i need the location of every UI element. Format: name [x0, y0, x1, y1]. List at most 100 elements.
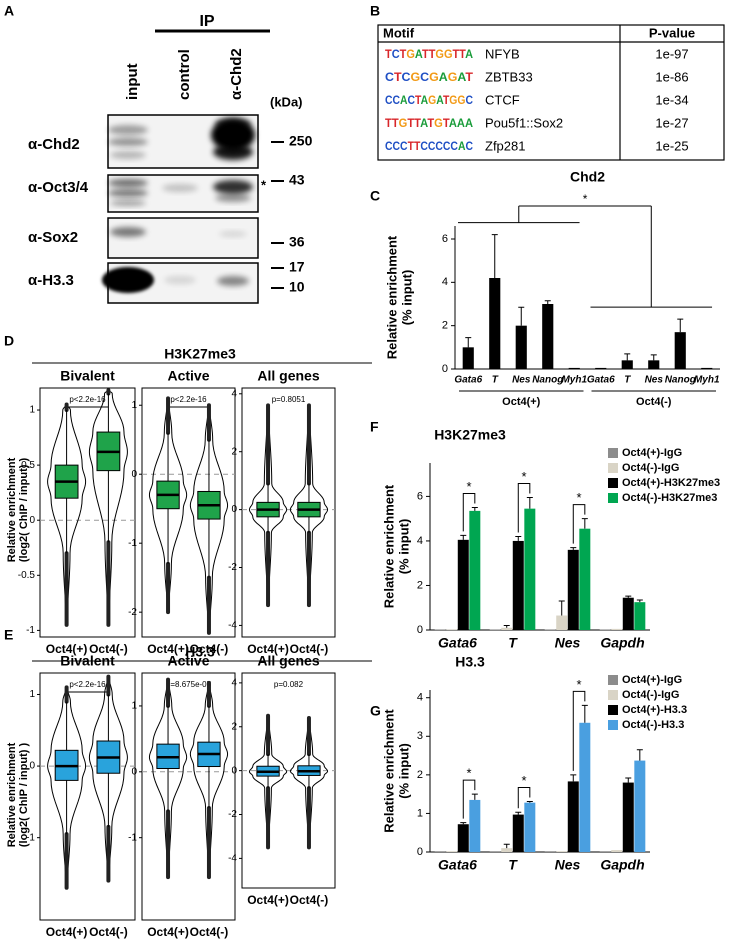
error-bar	[625, 777, 632, 783]
panel-letter: B	[370, 3, 380, 19]
x-tick-label: Nanog	[532, 375, 563, 386]
legend-label: Oct4(+)-H3.3	[622, 704, 687, 716]
sig-label: *	[577, 490, 582, 505]
marker-label: 43	[289, 172, 305, 188]
bar	[501, 848, 513, 852]
y-tick-label: 4	[417, 535, 423, 547]
error-bar	[636, 749, 643, 761]
y-axis-label: (% input)	[396, 519, 411, 575]
subpanel-title: All genes	[257, 368, 319, 384]
y-tick-label: -1	[128, 538, 137, 549]
x-tick-label: Oct4(-)	[89, 925, 128, 939]
bar	[501, 627, 513, 630]
y-tick-label: -4	[228, 853, 237, 864]
sig-label: *	[467, 766, 472, 781]
error-bar	[503, 625, 510, 628]
x-tick-label: Nes	[555, 857, 581, 873]
motif-name: Pou5f1::Sox2	[485, 115, 563, 130]
sig-bracket	[517, 483, 531, 533]
y-axis-label: Relative enrichment	[381, 484, 396, 608]
bar	[595, 367, 607, 369]
blot-band	[215, 194, 251, 202]
legend-label: Oct4(-)-IgG	[622, 462, 679, 474]
legend-label: Oct4(+)-H3K27me3	[622, 477, 720, 489]
subpanel-title: Active	[167, 653, 209, 669]
bar	[579, 722, 591, 852]
error-bar	[526, 800, 533, 803]
bar	[489, 851, 501, 852]
motif-pvalue: 1e-25	[655, 138, 688, 153]
error-bar	[581, 704, 588, 723]
blot-band	[110, 227, 146, 237]
chart-title: Chd2	[570, 169, 605, 185]
legend-swatch	[608, 493, 618, 503]
blot-band	[213, 180, 253, 194]
y-tick-label: 0.5	[21, 460, 35, 471]
y-tick-label: 0	[131, 766, 137, 777]
p-value: p=0.8051	[272, 395, 306, 404]
motif-logo: CTCGCGAGAT	[385, 70, 474, 84]
y-tick-label: 3	[417, 730, 423, 742]
error-bar	[518, 306, 525, 326]
bar	[599, 851, 611, 852]
plot-frame	[141, 672, 236, 921]
blot-band	[110, 200, 146, 206]
x-tick-label: Oct4(+)	[147, 642, 189, 656]
lane-label: control	[176, 49, 193, 100]
marker-label: 10	[289, 279, 305, 295]
sig-bracket	[517, 786, 531, 809]
error-bar	[624, 353, 631, 361]
x-tick-label: Oct4(-)	[190, 642, 229, 656]
motif-name: Zfp281	[485, 138, 525, 153]
x-tick-label: Gata6	[438, 635, 477, 651]
p-value: p<2.2e-16	[69, 395, 106, 404]
y-tick-label: 4	[231, 678, 237, 689]
x-tick-label: Gapdh	[600, 635, 644, 651]
group-title: H3K27me3	[164, 346, 236, 362]
y-tick-label: 0	[29, 761, 35, 772]
y-axis-label: Relative enrichment	[381, 709, 396, 833]
legend-swatch	[608, 675, 618, 685]
blot-band	[108, 138, 148, 146]
y-tick-label: -2	[228, 562, 237, 573]
bar	[434, 851, 446, 852]
legend-swatch	[608, 463, 618, 473]
x-tick-label: Myh1	[694, 375, 720, 386]
blot-band	[215, 118, 251, 130]
bar	[567, 549, 579, 630]
motif-logo: CCCTTCCCCCAC	[385, 139, 473, 153]
marker-label: 250	[289, 133, 313, 149]
lane-label: input	[124, 63, 141, 100]
bar	[599, 629, 611, 631]
legend-label: Oct4(+)-IgG	[622, 674, 682, 686]
legend-label: Oct4(-)-IgG	[622, 689, 679, 701]
bar	[524, 802, 536, 852]
x-tick-label: Gapdh	[600, 857, 644, 873]
bar	[674, 332, 686, 369]
y-axis-label: Relative enrichment	[6, 742, 18, 847]
bar	[611, 628, 623, 630]
subpanel-title: Bivalent	[60, 653, 115, 669]
plot-frame	[39, 672, 136, 921]
error-bar	[491, 234, 498, 278]
p-value: p=8.675e-05	[166, 680, 212, 689]
x-tick-label: Gata6	[587, 375, 615, 386]
panel-letter: F	[370, 419, 379, 435]
error-bar	[515, 811, 522, 815]
bar	[701, 367, 713, 369]
x-tick-label: Gata6	[438, 857, 477, 873]
error-bar	[650, 354, 657, 361]
error-bar	[471, 793, 478, 800]
bar	[622, 782, 634, 852]
y-tick-label: 0	[231, 765, 237, 776]
bar	[542, 304, 554, 369]
y-axis-label: Relative enrichment	[6, 457, 18, 562]
motif-logo: CCACTAGATGGC	[385, 93, 473, 107]
y-tick-label: -2	[228, 809, 237, 820]
blot-row-label: α-Oct3/4	[28, 179, 89, 196]
y-tick-label: 1	[29, 405, 35, 416]
legend-swatch	[608, 448, 618, 458]
motif-name: ZBTB33	[485, 69, 533, 84]
sig-bracket	[572, 504, 586, 544]
x-tick-label: Oct4(+)	[46, 925, 88, 939]
